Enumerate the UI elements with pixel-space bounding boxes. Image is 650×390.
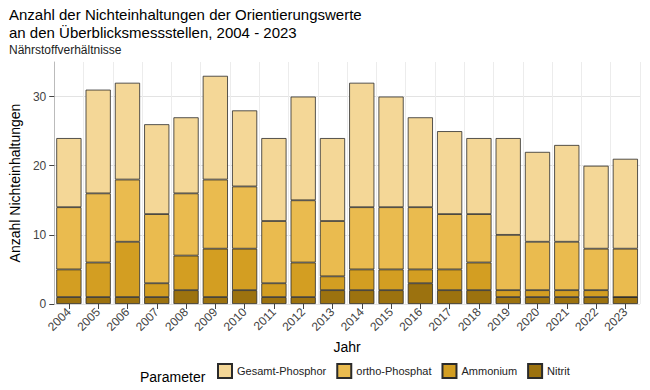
svg-text:Ammonium: Ammonium	[461, 365, 517, 377]
svg-text:Gesamt-Phosphor: Gesamt-Phosphor	[237, 365, 327, 377]
svg-text:2007: 2007	[133, 305, 162, 334]
svg-text:Parameter: Parameter	[140, 369, 206, 385]
svg-text:2011: 2011	[251, 305, 279, 333]
svg-text:20: 20	[33, 159, 47, 173]
svg-text:2018: 2018	[455, 305, 484, 334]
svg-text:2005: 2005	[74, 305, 103, 334]
svg-text:2013: 2013	[309, 305, 338, 334]
svg-text:2021: 2021	[543, 305, 572, 334]
svg-text:2008: 2008	[162, 305, 191, 334]
svg-text:2019: 2019	[484, 305, 513, 334]
svg-text:Nährstoffverhältnisse: Nährstoffverhältnisse	[9, 43, 122, 57]
svg-text:2010: 2010	[221, 305, 250, 334]
svg-text:Nitrit: Nitrit	[547, 365, 570, 377]
svg-text:an den Überblicksmessstellen,: an den Überblicksmessstellen, 2004 - 202…	[9, 24, 297, 41]
svg-text:Anzahl Nichteinhaltungen: Anzahl Nichteinhaltungen	[7, 104, 23, 263]
svg-text:10: 10	[33, 228, 47, 242]
svg-text:2004: 2004	[45, 305, 74, 334]
svg-text:2012: 2012	[279, 305, 308, 334]
svg-text:2014: 2014	[338, 305, 367, 334]
svg-text:0: 0	[40, 297, 47, 311]
svg-text:2015: 2015	[367, 305, 396, 334]
svg-text:2006: 2006	[104, 305, 133, 334]
svg-text:2020: 2020	[514, 305, 543, 334]
svg-text:2022: 2022	[572, 305, 601, 334]
svg-text:Anzahl der Nichteinhaltungen d: Anzahl der Nichteinhaltungen der Orienti…	[9, 6, 362, 23]
svg-text:2016: 2016	[397, 305, 426, 334]
svg-text:2009: 2009	[192, 305, 221, 334]
svg-text:2017: 2017	[426, 305, 455, 334]
svg-text:Jahr: Jahr	[334, 339, 362, 355]
svg-text:ortho-Phosphat: ortho-Phosphat	[356, 365, 431, 377]
svg-text:30: 30	[33, 90, 47, 104]
svg-text:2023: 2023	[602, 305, 631, 334]
